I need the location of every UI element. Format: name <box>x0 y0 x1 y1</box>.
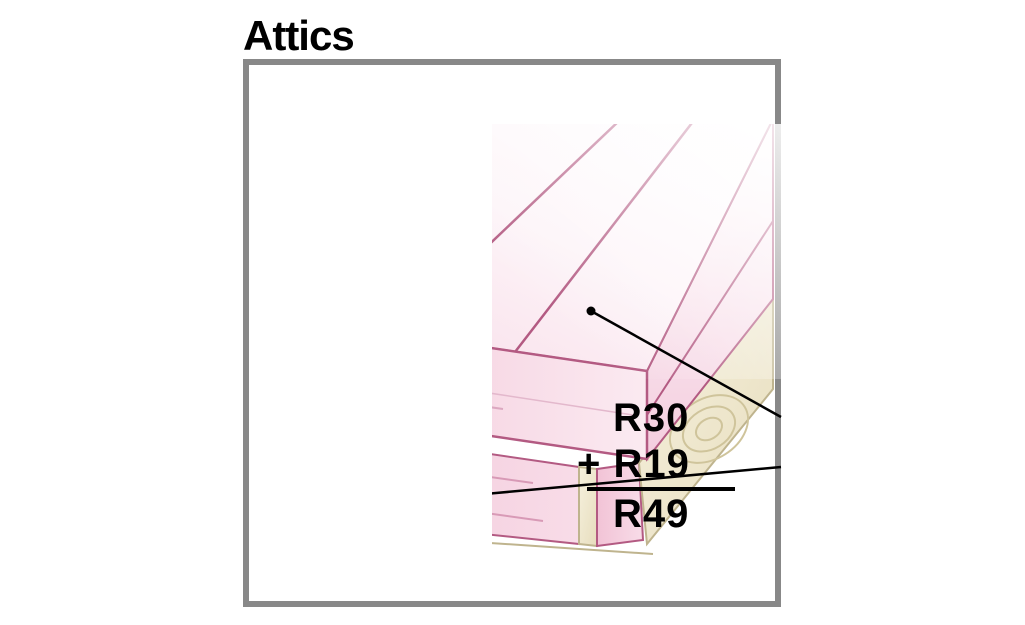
stage: Attics <box>0 0 1025 625</box>
callout-dot-bottom <box>470 491 479 500</box>
insulation-diagram <box>0 0 1025 625</box>
r-values-block: R30 + R19 R49 <box>613 395 735 537</box>
r-value-top: R30 <box>613 395 735 441</box>
r-value-add: + R19 <box>577 441 735 487</box>
joist-left-front <box>269 422 285 513</box>
fade-overlay <box>393 59 783 379</box>
r-value-total: R49 <box>613 491 735 537</box>
texture-line <box>353 439 453 453</box>
texture-line <box>293 379 503 409</box>
texture-line <box>283 347 473 375</box>
